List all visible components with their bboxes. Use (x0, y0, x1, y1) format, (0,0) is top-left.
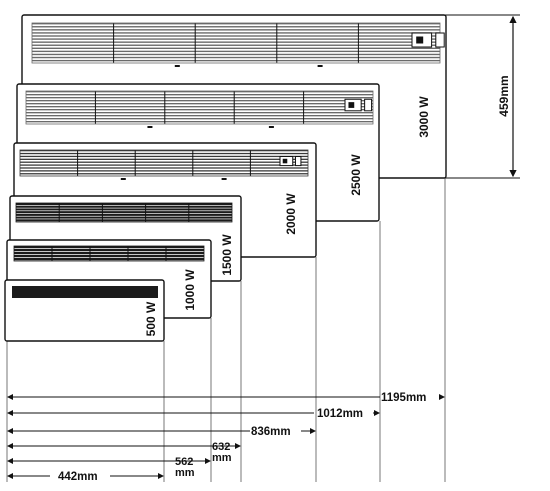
heater-grille (15, 202, 233, 223)
width-label-1012mm: 1012mm (317, 408, 363, 420)
heater-panels (4, 14, 447, 342)
width-label-632mm: 632 mm (212, 441, 232, 464)
heater-panel-500w (4, 279, 165, 342)
power-label-1000w: 1000 W (183, 269, 197, 311)
heater-grille (13, 245, 205, 262)
width-label-836mm: 836mm (251, 426, 291, 438)
power-label-2000w: 2000 W (284, 193, 298, 235)
height-dimension: 459mm (445, 14, 520, 179)
power-label-2500w: 2500 W (349, 154, 363, 196)
width-label-442mm: 442mm (58, 471, 98, 483)
width-label-1195mm: 1195mm (381, 392, 426, 404)
heater-grille (25, 90, 374, 125)
heater-grille (31, 22, 441, 64)
width-guide-lines (6, 178, 446, 482)
thermostat-control-icon (344, 98, 373, 112)
power-label-1500w: 1500 W (220, 234, 234, 276)
power-label-500w: 500 W (144, 301, 158, 336)
heater-grille (19, 149, 309, 177)
height-label: 459mm (497, 75, 511, 116)
width-dimensions: 1195mm 1012mm 836mm 632 mm 562 mm 442mm (7, 392, 445, 483)
width-label-562mm: 562 mm (175, 456, 195, 479)
thermostat-control-icon (279, 156, 302, 167)
thermostat-control-icon (411, 32, 445, 48)
power-label-3000w: 3000 W (417, 96, 431, 138)
heater-grille (12, 286, 158, 298)
